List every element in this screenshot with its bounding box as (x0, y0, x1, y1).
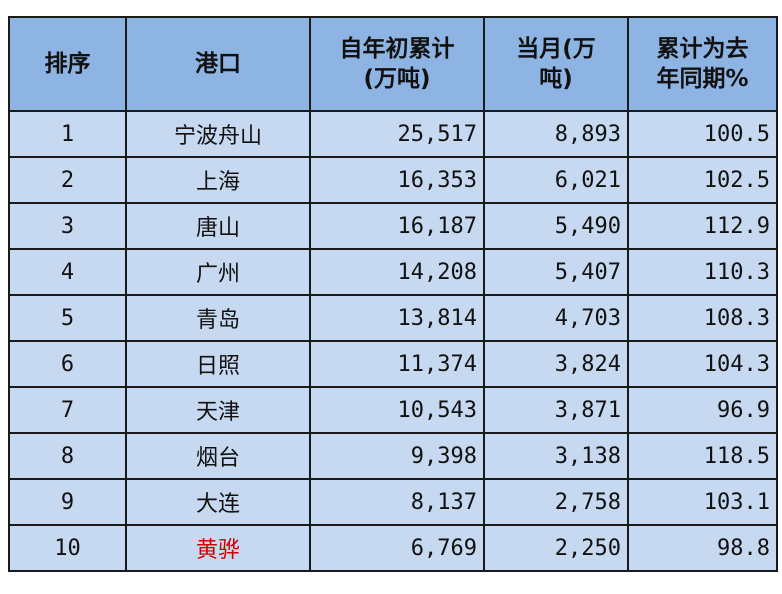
month-cell: 3,824 (483, 340, 629, 388)
port-cell: 青岛 (125, 294, 311, 342)
ytd-cell: 9,398 (309, 432, 485, 480)
header-ytd: 自年初累计 (万吨) (309, 16, 485, 112)
yoy-cell: 96.9 (627, 386, 778, 434)
month-cell: 8,893 (483, 110, 629, 158)
month-cell: 5,490 (483, 202, 629, 250)
month-cell: 2,250 (483, 524, 629, 572)
ytd-cell: 14,208 (309, 248, 485, 296)
yoy-cell: 98.8 (627, 524, 778, 572)
port-cell: 宁波舟山 (125, 110, 311, 158)
month-cell: 6,021 (483, 156, 629, 204)
ytd-cell: 11,374 (309, 340, 485, 388)
rank-cell: 4 (8, 248, 127, 296)
yoy-cell: 108.3 (627, 294, 778, 342)
yoy-cell: 112.9 (627, 202, 778, 250)
port-cell: 黄骅 (125, 524, 311, 572)
port-cell: 日照 (125, 340, 311, 388)
header-yoy: 累计为去 年同期% (627, 16, 778, 112)
ytd-cell: 13,814 (309, 294, 485, 342)
rank-cell: 8 (8, 432, 127, 480)
yoy-cell: 100.5 (627, 110, 778, 158)
header-month: 当月(万 吨) (483, 16, 629, 112)
ytd-cell: 16,353 (309, 156, 485, 204)
month-cell: 3,138 (483, 432, 629, 480)
rank-cell: 6 (8, 340, 127, 388)
port-throughput-table: 排序 港口 自年初累计 (万吨) 当月(万 吨) 累计为去 年同期% 1 宁波舟山… (8, 16, 778, 572)
port-cell: 大连 (125, 478, 311, 526)
header-port: 港口 (125, 16, 311, 112)
rank-cell: 3 (8, 202, 127, 250)
table-row: 8 烟台 9,398 3,138 118.5 (8, 432, 778, 480)
port-cell: 烟台 (125, 432, 311, 480)
rank-cell: 2 (8, 156, 127, 204)
yoy-cell: 118.5 (627, 432, 778, 480)
rank-cell: 1 (8, 110, 127, 158)
table-row: 10 黄骅 6,769 2,250 98.8 (8, 524, 778, 572)
table-row: 5 青岛 13,814 4,703 108.3 (8, 294, 778, 342)
month-cell: 3,871 (483, 386, 629, 434)
port-cell: 唐山 (125, 202, 311, 250)
ytd-cell: 8,137 (309, 478, 485, 526)
table-row: 4 广州 14,208 5,407 110.3 (8, 248, 778, 296)
ytd-cell: 16,187 (309, 202, 485, 250)
rank-cell: 10 (8, 524, 127, 572)
yoy-cell: 103.1 (627, 478, 778, 526)
month-cell: 2,758 (483, 478, 629, 526)
header-row: 排序 港口 自年初累计 (万吨) 当月(万 吨) 累计为去 年同期% (8, 16, 778, 112)
month-cell: 4,703 (483, 294, 629, 342)
rank-cell: 7 (8, 386, 127, 434)
table-row: 1 宁波舟山 25,517 8,893 100.5 (8, 110, 778, 158)
table-row: 9 大连 8,137 2,758 103.1 (8, 478, 778, 526)
rank-cell: 5 (8, 294, 127, 342)
table-row: 2 上海 16,353 6,021 102.5 (8, 156, 778, 204)
table-row: 3 唐山 16,187 5,490 112.9 (8, 202, 778, 250)
port-cell: 广州 (125, 248, 311, 296)
table-row: 7 天津 10,543 3,871 96.9 (8, 386, 778, 434)
rank-cell: 9 (8, 478, 127, 526)
yoy-cell: 104.3 (627, 340, 778, 388)
header-rank: 排序 (8, 16, 127, 112)
port-cell: 上海 (125, 156, 311, 204)
ytd-cell: 6,769 (309, 524, 485, 572)
table-row: 6 日照 11,374 3,824 104.3 (8, 340, 778, 388)
yoy-cell: 110.3 (627, 248, 778, 296)
month-cell: 5,407 (483, 248, 629, 296)
port-cell: 天津 (125, 386, 311, 434)
ytd-cell: 10,543 (309, 386, 485, 434)
ytd-cell: 25,517 (309, 110, 485, 158)
yoy-cell: 102.5 (627, 156, 778, 204)
